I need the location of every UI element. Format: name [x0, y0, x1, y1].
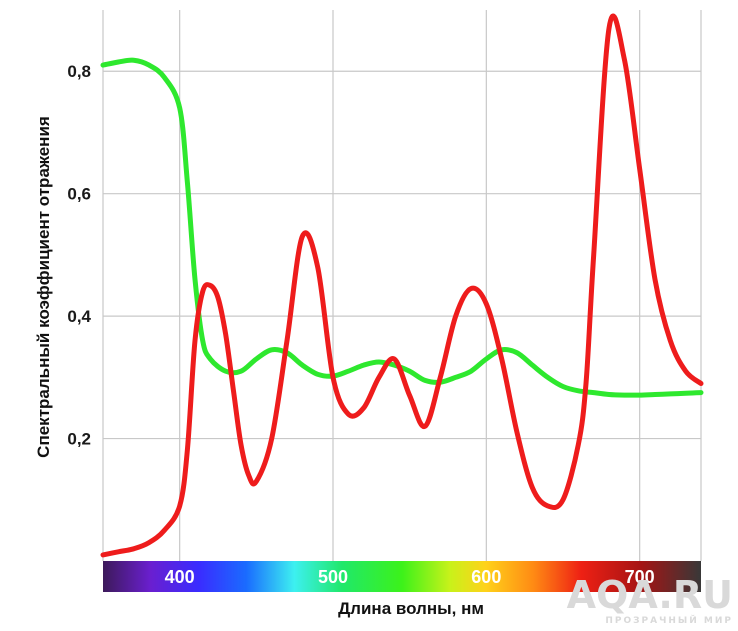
- series-lines: [100, 13, 704, 558]
- y-tick-labels: 0,2 0,4 0,6 0,8: [67, 62, 91, 448]
- plot-frame: [102, 10, 702, 561]
- grid-lines: [103, 10, 701, 561]
- y-tick-label: 0,2: [67, 430, 91, 449]
- y-tick-label: 0,4: [67, 307, 91, 326]
- y-tick-label: 0,8: [67, 62, 91, 81]
- x-tick-label: 500: [318, 567, 348, 587]
- y-axis-title: Спектральный коэффициент отражения: [34, 116, 53, 458]
- x-tick-label: 600: [471, 567, 501, 587]
- series-line-green: [100, 57, 704, 398]
- watermark-logo: AQA.RU: [567, 573, 733, 617]
- watermark-tagline: ПРОЗРАЧНЫЙ МИР: [605, 614, 733, 626]
- x-tick-label: 400: [165, 567, 195, 587]
- series-line-red: [100, 13, 704, 558]
- x-axis-title: Длина волны, нм: [338, 599, 484, 618]
- x-tick-labels: 400 500 600 700: [165, 567, 655, 587]
- y-tick-label: 0,6: [67, 185, 91, 204]
- spectrum-band: [103, 561, 701, 592]
- x-tick-label: 700: [625, 567, 655, 587]
